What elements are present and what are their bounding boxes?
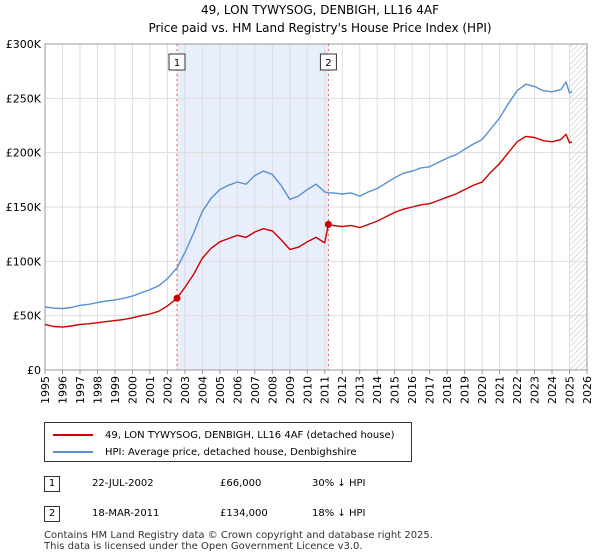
- x-tick-label: 2010: [301, 376, 314, 404]
- x-tick-label: 2019: [459, 376, 472, 404]
- chart-legend: 49, LON TYWYSOG, DENBIGH, LL16 4AF (deta…: [44, 422, 412, 462]
- footer-copyright: Contains HM Land Registry data © Crown c…: [44, 530, 433, 541]
- x-tick-label: 2001: [144, 376, 157, 404]
- x-tick-label: 2012: [336, 376, 349, 404]
- sale-row-1: 1 22-JUL-2002 £66,000 30% ↓ HPI: [44, 476, 564, 496]
- x-tick-label: 2009: [284, 376, 297, 404]
- x-tick-label: 2026: [581, 376, 594, 404]
- sale-hpi-1: 30% ↓ HPI: [312, 478, 366, 489]
- x-tick-label: 2017: [424, 376, 437, 404]
- sale-point: [173, 294, 181, 302]
- hpi-line: [44, 81, 573, 310]
- legend-item-hpi: HPI: Average price, detached house, Denb…: [53, 444, 356, 460]
- price-chart: 49, LON TYWYSOG, DENBIGH, LL16 4AF Price…: [6, 3, 594, 404]
- y-tick-label: £0: [27, 364, 41, 377]
- x-tick-label: 2008: [266, 376, 279, 404]
- x-tick-label: 2025: [564, 376, 577, 404]
- legend-item-property: 49, LON TYWYSOG, DENBIGH, LL16 4AF (deta…: [53, 427, 395, 443]
- annotation-label: 1: [174, 58, 180, 69]
- legend-label-hpi: HPI: Average price, detached house, Denb…: [105, 446, 357, 458]
- x-tick-label: 2014: [371, 376, 384, 404]
- sale-hpi-2: 18% ↓ HPI: [312, 508, 366, 519]
- sale-row-2: 2 18-MAR-2011 £134,000 18% ↓ HPI: [44, 506, 564, 526]
- x-tick-label: 2002: [161, 376, 174, 404]
- x-tick-label: 2013: [354, 376, 367, 404]
- y-tick-label: £200K: [6, 147, 42, 160]
- x-tick-label: 2005: [214, 376, 227, 404]
- x-tick-label: 2007: [249, 376, 262, 404]
- y-tick-label: £300K: [6, 38, 42, 51]
- x-tick-label: 2020: [476, 376, 489, 404]
- property-price-line: [44, 133, 573, 328]
- x-tick-label: 2000: [126, 376, 139, 404]
- annotation-label: 2: [325, 58, 331, 69]
- x-tick-label: 2006: [231, 376, 244, 404]
- x-tick-label: 2015: [389, 376, 402, 404]
- x-tick-label: 2022: [511, 376, 524, 404]
- annotation-box: [319, 53, 337, 71]
- x-tick-label: 2021: [494, 376, 507, 404]
- x-tick-label: 1998: [91, 376, 104, 404]
- x-tick-label: 2011: [319, 376, 332, 404]
- x-tick-label: 1999: [109, 376, 122, 404]
- x-tick-label: 2023: [529, 376, 542, 404]
- x-tick-label: 2003: [179, 376, 192, 404]
- y-tick-label: £250K: [6, 92, 42, 105]
- sale-marker-2: 2: [44, 506, 60, 522]
- sale-marker-1: 1: [44, 476, 60, 492]
- x-tick-label: 2016: [406, 376, 419, 404]
- annotation-box: [168, 53, 186, 71]
- x-tick-label: 2024: [546, 376, 559, 404]
- chart-title: 49, LON TYWYSOG, DENBIGH, LL16 4AF: [201, 3, 439, 17]
- sale-date-2: 18-MAR-2011: [92, 508, 160, 519]
- y-tick-label: £100K: [6, 255, 42, 268]
- sale-date-1: 22-JUL-2002: [92, 478, 154, 489]
- x-tick-label: 1997: [74, 376, 87, 404]
- legend-swatch-property: [53, 434, 93, 436]
- sale-price-1: £66,000: [220, 478, 262, 489]
- footer-licence: This data is licensed under the Open Gov…: [44, 541, 363, 552]
- x-tick-label: 2004: [196, 376, 209, 404]
- sale-point: [324, 220, 332, 228]
- x-tick-label: 2018: [441, 376, 454, 404]
- y-tick-label: £50K: [13, 310, 42, 323]
- plot-border: [44, 43, 588, 371]
- legend-label-property: 49, LON TYWYSOG, DENBIGH, LL16 4AF (deta…: [105, 429, 395, 441]
- x-tick-label: 1996: [56, 376, 69, 404]
- legend-swatch-hpi: [53, 451, 93, 453]
- y-tick-label: £150K: [6, 201, 42, 214]
- x-tick-label: 1995: [39, 376, 52, 404]
- sale-price-2: £134,000: [220, 508, 268, 519]
- chart-subtitle: Price paid vs. HM Land Registry's House …: [148, 21, 491, 35]
